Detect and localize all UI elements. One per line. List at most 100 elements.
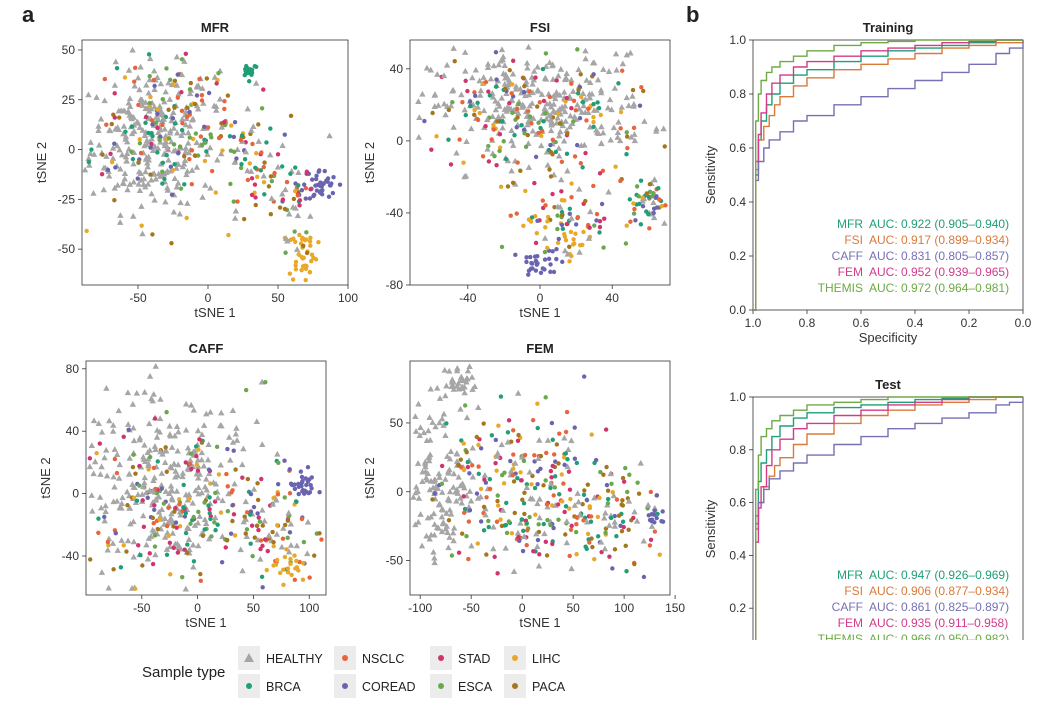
point-healthy	[558, 105, 565, 112]
plot-frame	[752, 39, 1024, 311]
point-healthy	[111, 82, 119, 88]
point-coread	[182, 514, 188, 519]
point-esca	[157, 137, 162, 143]
point-brca	[493, 84, 499, 89]
point-esca	[598, 469, 603, 475]
point-paca	[268, 212, 274, 217]
point-healthy	[289, 203, 297, 210]
point-nsclc	[460, 100, 465, 105]
point-stad	[112, 115, 118, 120]
point-healthy	[490, 62, 498, 69]
point-healthy	[97, 504, 105, 511]
point-healthy	[427, 477, 435, 484]
point-esca	[195, 153, 201, 158]
point-esca	[164, 409, 169, 415]
point-healthy	[260, 172, 267, 179]
point-healthy	[462, 67, 469, 74]
point-esca	[243, 387, 249, 393]
y-tick-label: 0.8	[729, 443, 746, 457]
point-lihc	[271, 544, 276, 549]
point-healthy	[423, 64, 431, 71]
point-healthy	[120, 122, 128, 129]
point-brca	[202, 527, 207, 532]
x-axis-label: Specificity	[859, 330, 918, 345]
point-healthy	[552, 502, 559, 508]
point-stad	[621, 524, 626, 530]
point-healthy	[179, 469, 187, 476]
point-healthy	[166, 96, 173, 102]
point-brca	[118, 565, 124, 570]
point-healthy	[563, 70, 570, 77]
point-esca	[154, 490, 159, 496]
point-healthy	[255, 138, 262, 144]
point-brca	[129, 124, 135, 129]
point-paca	[277, 205, 283, 210]
point-healthy	[138, 96, 146, 103]
point-stad	[280, 197, 286, 202]
point-nsclc	[594, 211, 600, 217]
point-lihc	[316, 239, 321, 245]
point-brca	[183, 510, 188, 516]
point-healthy	[145, 455, 152, 462]
auc-series-name: FEM	[838, 616, 863, 630]
point-healthy	[434, 71, 441, 77]
point-healthy	[412, 489, 419, 496]
point-paca	[583, 198, 588, 204]
point-lihc	[533, 512, 538, 517]
point-healthy	[195, 484, 202, 491]
point-esca	[203, 140, 208, 145]
point-brca	[627, 197, 632, 202]
point-paca	[550, 115, 556, 120]
x-tick-label: 0	[194, 601, 201, 615]
point-healthy	[219, 497, 226, 504]
point-stad	[494, 162, 499, 168]
point-coread	[337, 182, 343, 187]
point-brca	[146, 52, 152, 57]
point-healthy	[492, 97, 499, 104]
point-lihc	[591, 119, 596, 125]
point-healthy	[578, 142, 585, 149]
point-healthy	[98, 463, 105, 470]
point-healthy	[512, 83, 520, 89]
point-lihc	[281, 567, 286, 572]
point-healthy	[225, 434, 233, 440]
point-healthy	[231, 214, 239, 221]
point-healthy	[121, 170, 129, 177]
point-coread	[225, 446, 230, 452]
point-lihc	[285, 566, 291, 571]
point-paca	[620, 498, 625, 503]
point-healthy	[509, 70, 517, 77]
point-healthy	[489, 93, 497, 100]
point-healthy	[498, 94, 505, 101]
point-nsclc	[272, 170, 277, 176]
point-lihc	[559, 472, 564, 477]
point-stad	[108, 151, 113, 157]
point-paca	[647, 182, 653, 187]
point-healthy	[162, 488, 170, 494]
point-lihc	[543, 225, 548, 230]
point-healthy	[548, 121, 555, 128]
point-nsclc	[180, 121, 185, 126]
point-brca	[193, 444, 199, 449]
point-healthy	[522, 92, 529, 99]
point-healthy	[641, 118, 648, 124]
point-healthy	[442, 432, 449, 439]
point-lihc	[94, 450, 99, 456]
point-nsclc	[625, 145, 630, 151]
point-healthy	[206, 470, 213, 477]
point-healthy	[569, 88, 577, 94]
point-lihc	[591, 114, 596, 120]
point-healthy	[170, 124, 178, 131]
point-brca	[591, 101, 596, 107]
point-healthy	[185, 139, 192, 146]
point-stad	[550, 463, 555, 469]
point-esca	[624, 130, 629, 135]
point-nsclc	[551, 452, 557, 457]
point-lihc	[526, 217, 532, 222]
point-healthy	[118, 500, 125, 506]
auc-value-label: AUC: 0.972 (0.964–0.981)	[869, 281, 1009, 295]
point-healthy	[178, 71, 186, 78]
point-healthy	[549, 61, 556, 68]
point-paca	[604, 464, 609, 470]
